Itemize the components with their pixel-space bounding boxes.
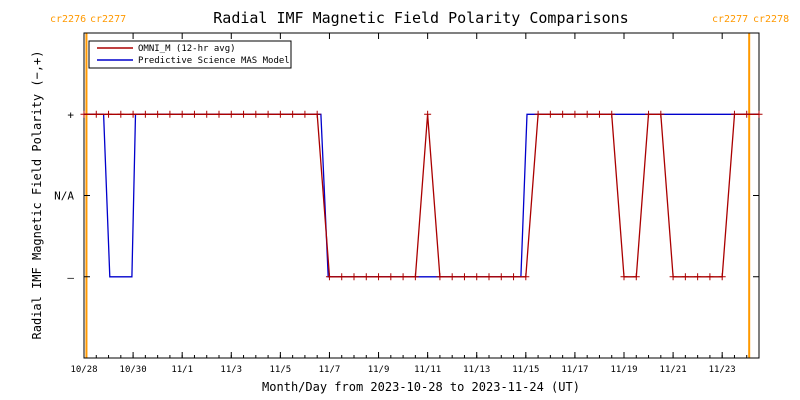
series-point-0-2: [105, 110, 113, 118]
series-point-0-18: [301, 110, 309, 118]
x-tick-label-7: 11/11: [414, 365, 441, 375]
axis-ticks: 10/28 10/30 11/1 11/3 11/5 11/7 11/9 11/11 11/13…: [54, 33, 760, 375]
series-point-0-1: [92, 110, 100, 118]
legend-box: [88, 40, 292, 69]
series-point-0-4: [129, 110, 137, 118]
series-point-0-53: [730, 110, 738, 118]
series-point-0-52: [718, 273, 726, 281]
x-tick-label-9: 11/15: [512, 365, 539, 375]
legend-label-mas: Predictive Science MAS Model: [138, 56, 290, 66]
x-tick-label-2: 11/1: [171, 365, 193, 375]
legend-label-omni: OMNI_M (12-hr avg): [138, 44, 236, 54]
carrington-label-left-2: cr2277: [90, 14, 126, 25]
x-tick-label-3: 11/3: [220, 365, 242, 375]
x-tick-label-1: 10/30: [120, 365, 147, 375]
series-point-0-24: [375, 273, 383, 281]
series-point-0-28: [424, 110, 432, 118]
series-point-0-8: [178, 110, 186, 118]
series-point-0-39: [559, 110, 567, 118]
series-lines: [80, 110, 763, 281]
series-point-0-32: [473, 273, 481, 281]
series-point-0-14: [252, 110, 260, 118]
series-point-0-31: [460, 273, 468, 281]
carrington-label-left-group: cr2276 cr2277: [50, 14, 126, 25]
series-point-0-20: [325, 273, 333, 281]
x-tick-label-11: 11/19: [610, 365, 637, 375]
legend: OMNI_M (12-hr avg) Predictive Science MA…: [88, 40, 292, 69]
series-point-0-22: [350, 273, 358, 281]
x-tick-label-13: 11/23: [709, 365, 736, 375]
carrington-label-left-1: cr2276: [50, 14, 86, 25]
series-point-0-37: [534, 110, 542, 118]
series-point-0-21: [338, 273, 346, 281]
x-tick-label-0: 10/28: [70, 365, 97, 375]
series-point-0-51: [706, 273, 714, 281]
series-point-0-27: [411, 273, 419, 281]
x-axis-label: Month/Day from 2023-10-28 to 2023-11-24 …: [262, 380, 580, 394]
x-tick-label-4: 11/5: [270, 365, 292, 375]
series-point-0-9: [190, 110, 198, 118]
series-point-0-5: [141, 110, 149, 118]
series-point-0-23: [362, 273, 370, 281]
series-point-0-12: [227, 110, 235, 118]
series-point-0-38: [546, 110, 554, 118]
series-point-0-43: [608, 110, 616, 118]
x-tick-label-6: 11/9: [368, 365, 390, 375]
series-point-0-48: [669, 273, 677, 281]
series-point-0-11: [215, 110, 223, 118]
x-tick-label-8: 11/13: [463, 365, 490, 375]
series-point-0-35: [510, 273, 518, 281]
series-point-0-16: [276, 110, 284, 118]
series-point-0-44: [620, 273, 628, 281]
series-point-0-0: [80, 110, 88, 118]
x-tick-label-12: 11/21: [660, 365, 687, 375]
series-point-0-17: [289, 110, 297, 118]
series-point-0-33: [485, 273, 493, 281]
series-point-0-36: [522, 273, 530, 281]
series-point-0-7: [166, 110, 174, 118]
series-point-0-13: [240, 110, 248, 118]
carrington-label-right-group: cr2277 cr2278: [712, 14, 789, 25]
series-point-0-25: [387, 273, 395, 281]
series-point-0-55: [755, 110, 763, 118]
series-point-0-3: [117, 110, 125, 118]
series-point-0-30: [448, 273, 456, 281]
series-point-0-46: [645, 110, 653, 118]
carrington-label-right-2: cr2278: [753, 14, 789, 25]
series-point-0-19: [313, 110, 321, 118]
y-tick-label-1: N/A: [54, 190, 74, 203]
series-point-0-54: [743, 110, 751, 118]
series-point-0-45: [632, 273, 640, 281]
series-point-0-49: [681, 273, 689, 281]
series-point-0-15: [264, 110, 272, 118]
series-point-0-10: [203, 110, 211, 118]
series-point-0-41: [583, 110, 591, 118]
x-tick-label-10: 11/17: [561, 365, 588, 375]
y-tick-label-2: –: [67, 271, 74, 284]
y-tick-label-0: +: [67, 108, 74, 121]
carrington-label-right-1: cr2277: [712, 14, 748, 25]
carrington-boundaries: [85, 33, 751, 358]
series-point-0-50: [694, 273, 702, 281]
series-point-0-34: [497, 273, 505, 281]
x-tick-label-5: 11/7: [319, 365, 341, 375]
series-point-0-40: [571, 110, 579, 118]
series-point-0-6: [154, 110, 162, 118]
y-axis-label: Radial IMF Magnetic Field Polarity (−,+): [30, 51, 44, 340]
series-point-0-29: [436, 273, 444, 281]
series-line-0: [84, 113, 759, 278]
series-point-0-42: [595, 110, 603, 118]
series-point-0-47: [657, 110, 665, 118]
chart-title: Radial IMF Magnetic Field Polarity Compa…: [213, 9, 628, 27]
series-point-0-26: [399, 273, 407, 281]
